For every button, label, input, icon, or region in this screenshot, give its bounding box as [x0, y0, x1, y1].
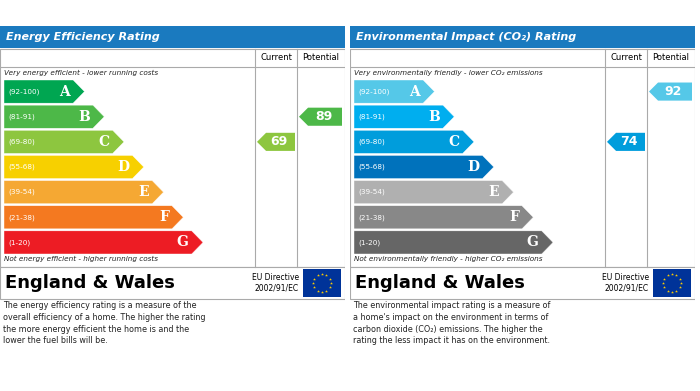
Text: (39-54): (39-54) [358, 189, 385, 196]
Text: A: A [410, 84, 420, 99]
Bar [350, 267, 695, 299]
Bar [0, 49, 345, 267]
Text: D: D [118, 160, 130, 174]
Bar [350, 26, 695, 48]
Text: The environmental impact rating is a measure of
a home's impact on the environme: The environmental impact rating is a mea… [353, 301, 550, 345]
Text: A: A [60, 84, 70, 99]
Polygon shape [257, 133, 295, 151]
Text: (55-68): (55-68) [358, 164, 385, 170]
Text: (69-80): (69-80) [358, 138, 385, 145]
Text: England & Wales: England & Wales [5, 274, 175, 292]
Text: (1-20): (1-20) [8, 239, 30, 246]
Text: Very energy efficient - lower running costs: Very energy efficient - lower running co… [4, 70, 158, 76]
Bar [0, 267, 345, 299]
Polygon shape [354, 156, 493, 179]
Text: EU Directive
2002/91/EC: EU Directive 2002/91/EC [252, 273, 299, 293]
Polygon shape [354, 130, 474, 153]
Text: G: G [177, 235, 189, 249]
Text: (21-38): (21-38) [8, 214, 35, 221]
Polygon shape [4, 156, 143, 179]
Text: 89: 89 [315, 110, 332, 123]
Text: (55-68): (55-68) [8, 164, 35, 170]
Text: Potential: Potential [302, 54, 340, 63]
Polygon shape [4, 181, 164, 204]
Text: Environmental Impact (CO₂) Rating: Environmental Impact (CO₂) Rating [356, 32, 576, 42]
Text: F: F [159, 210, 169, 224]
Text: (69-80): (69-80) [8, 138, 35, 145]
Polygon shape [4, 130, 124, 153]
Polygon shape [354, 80, 435, 103]
Text: 69: 69 [270, 135, 288, 148]
Text: (1-20): (1-20) [358, 239, 380, 246]
Text: Not environmentally friendly - higher CO₂ emissions: Not environmentally friendly - higher CO… [354, 256, 542, 262]
Bar [350, 49, 695, 267]
Text: G: G [527, 235, 539, 249]
Polygon shape [354, 231, 553, 254]
Bar [653, 269, 691, 297]
Polygon shape [354, 105, 454, 128]
Text: England & Wales: England & Wales [355, 274, 525, 292]
Polygon shape [4, 231, 203, 254]
Text: Current: Current [610, 54, 642, 63]
Text: (92-100): (92-100) [8, 88, 39, 95]
Text: E: E [139, 185, 149, 199]
Text: E: E [489, 185, 499, 199]
Polygon shape [4, 105, 104, 128]
Text: (92-100): (92-100) [358, 88, 389, 95]
Bar [0, 49, 345, 67]
Text: Potential: Potential [652, 54, 690, 63]
Text: Very environmentally friendly - lower CO₂ emissions: Very environmentally friendly - lower CO… [354, 70, 542, 76]
Text: (39-54): (39-54) [8, 189, 35, 196]
Polygon shape [354, 181, 514, 204]
Text: The energy efficiency rating is a measure of the
overall efficiency of a home. T: The energy efficiency rating is a measur… [3, 301, 206, 345]
Bar [0, 26, 345, 48]
Text: C: C [449, 135, 460, 149]
Polygon shape [607, 133, 645, 151]
Text: F: F [509, 210, 519, 224]
Polygon shape [354, 206, 533, 229]
Polygon shape [4, 206, 183, 229]
Bar [303, 269, 341, 297]
Text: (81-91): (81-91) [358, 113, 385, 120]
Text: B: B [78, 110, 90, 124]
Text: Energy Efficiency Rating: Energy Efficiency Rating [6, 32, 160, 42]
Bar [350, 49, 695, 67]
Polygon shape [649, 83, 692, 100]
Polygon shape [299, 108, 342, 126]
Text: C: C [99, 135, 110, 149]
Text: EU Directive
2002/91/EC: EU Directive 2002/91/EC [602, 273, 649, 293]
Text: 74: 74 [620, 135, 638, 148]
Text: 92: 92 [665, 85, 682, 98]
Text: Not energy efficient - higher running costs: Not energy efficient - higher running co… [4, 256, 158, 262]
Polygon shape [4, 80, 85, 103]
Text: Current: Current [260, 54, 292, 63]
Text: (81-91): (81-91) [8, 113, 35, 120]
Text: B: B [428, 110, 440, 124]
Text: (21-38): (21-38) [358, 214, 385, 221]
Text: D: D [468, 160, 480, 174]
